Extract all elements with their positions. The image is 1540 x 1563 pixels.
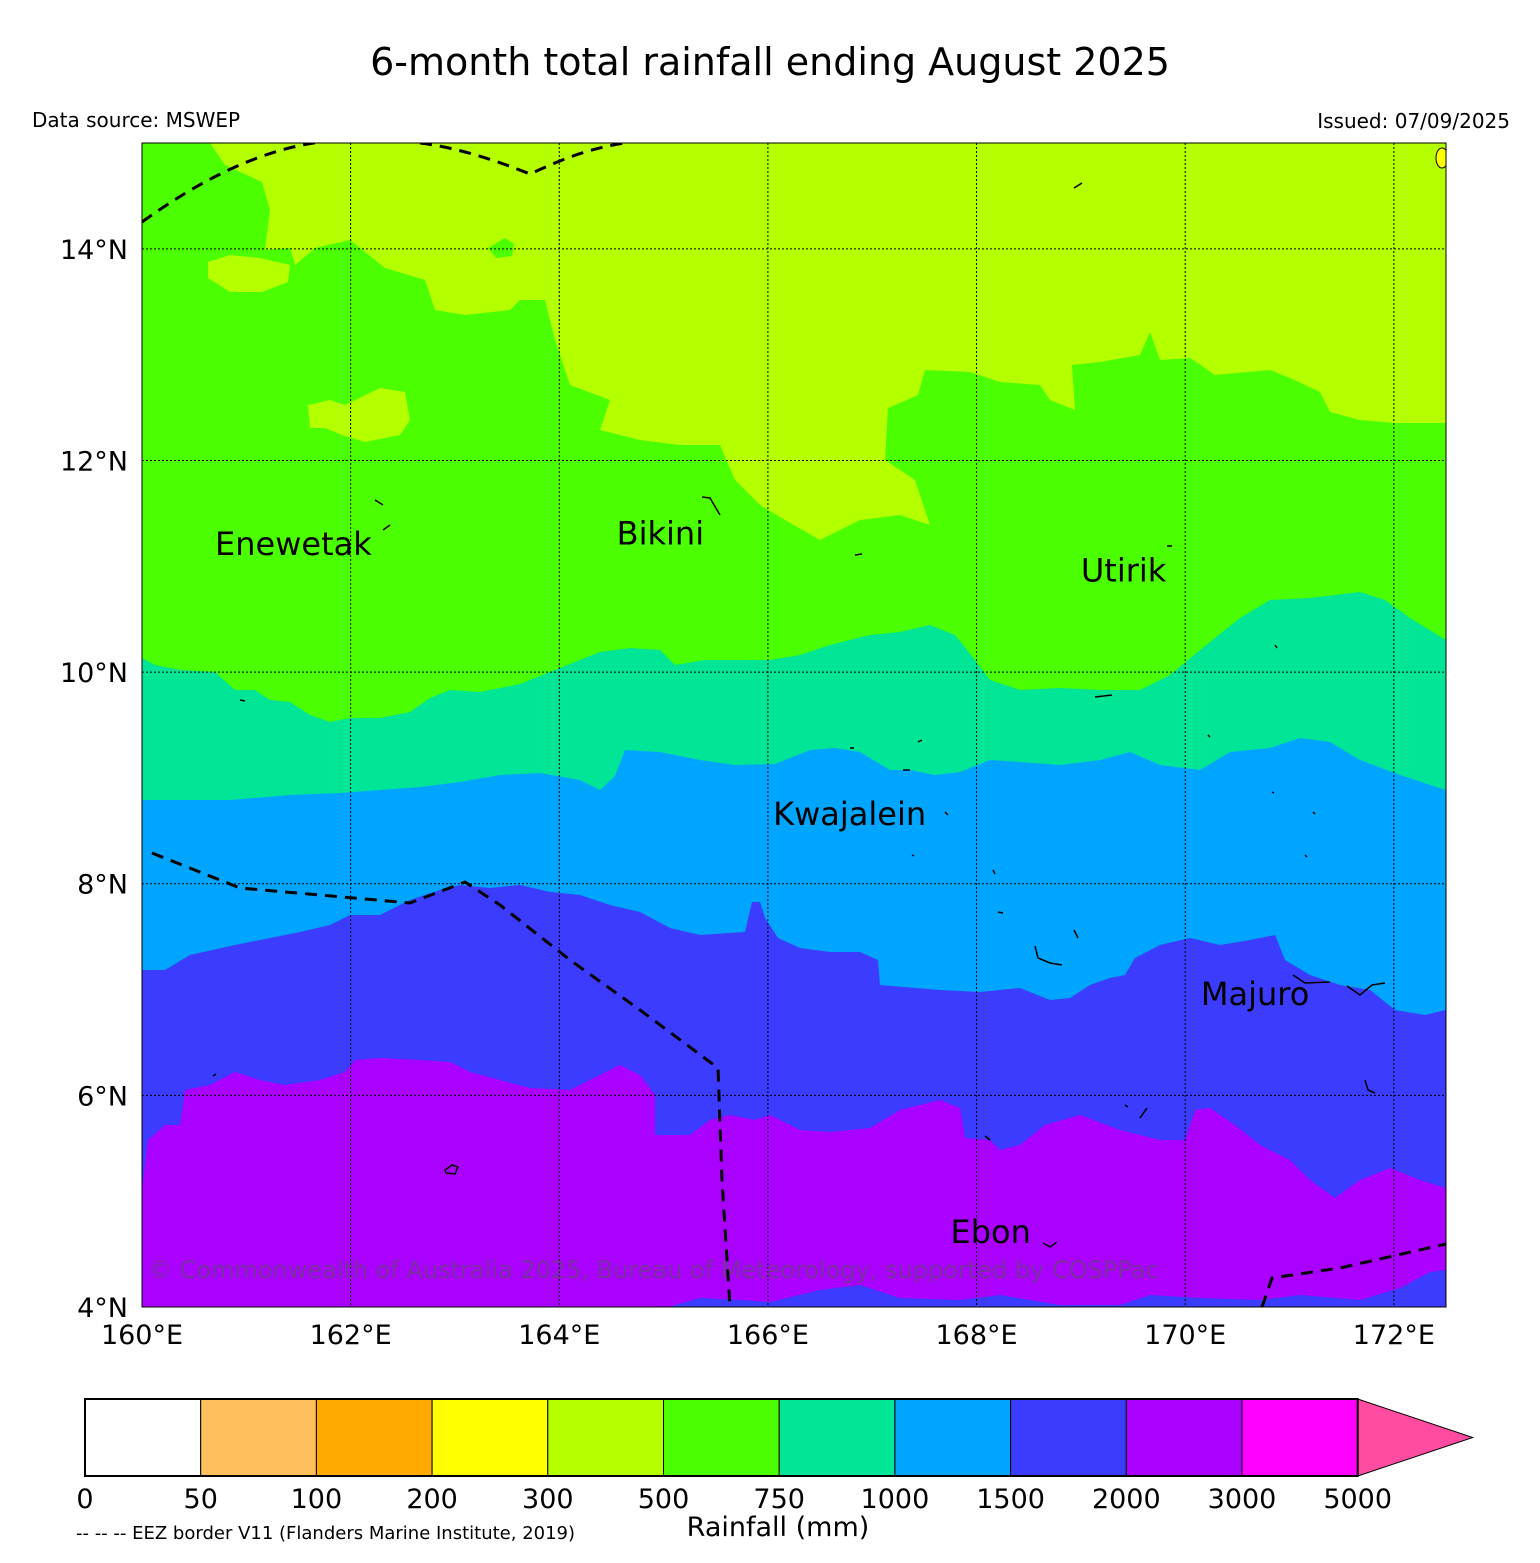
place-label-bikini: Bikini xyxy=(617,515,704,553)
lon-tick-label: 166°E xyxy=(727,1320,809,1351)
colorbar-tick-label: 500 xyxy=(638,1484,690,1515)
patch-300-500 xyxy=(308,388,410,442)
colorbar-box xyxy=(1125,1398,1243,1477)
patch-300-500 xyxy=(208,255,290,292)
colorbar-tick-label: 200 xyxy=(406,1484,458,1515)
lon-tick-label: 170°E xyxy=(1144,1320,1226,1351)
place-labels: Enewetak Bikini Utirik Kwajalein Majuro Ebon xyxy=(215,515,1309,1251)
lon-tick-label: 168°E xyxy=(936,1320,1018,1351)
colorbar-box xyxy=(894,1398,1012,1477)
colorbar-box xyxy=(1010,1398,1127,1477)
eez-borders xyxy=(142,143,1446,1307)
colorbar-tick-label: 750 xyxy=(753,1484,805,1515)
atolls xyxy=(212,182,1386,1248)
patch-200-300 xyxy=(1435,147,1446,169)
eez-border-north xyxy=(142,143,626,224)
lat-tick-label: 8°N xyxy=(77,870,128,901)
lat-tick-label: 6°N xyxy=(77,1081,128,1112)
rainfall-map[interactable]: 160°E 162°E 164°E 166°E 168°E 170°E 172°E 4°N 6… xyxy=(0,0,1540,1400)
band-1500-2000 xyxy=(668,1270,1446,1307)
lat-tick-label: 4°N xyxy=(77,1293,128,1324)
colorbar-overflow-arrow xyxy=(1357,1398,1475,1477)
colorbar-box xyxy=(200,1398,317,1477)
colorbar-box xyxy=(84,1398,202,1477)
colorbar-tick-label: 300 xyxy=(522,1484,574,1515)
colorbar-box xyxy=(315,1398,433,1477)
patch-300-500 xyxy=(488,238,514,258)
lat-tick-label: 14°N xyxy=(60,235,128,266)
colorbar-frame xyxy=(84,1398,1359,1477)
gridlines xyxy=(142,143,1446,1307)
lon-tick-label: 160°E xyxy=(101,1320,183,1351)
place-label-kwajalein: Kwajalein xyxy=(773,795,926,833)
colorbar-label: Rainfall (mm) xyxy=(686,1512,870,1543)
copyright-notice: © Commonwealth of Australia 2025, Bureau… xyxy=(148,1256,1159,1284)
colorbar-tick-label: 5000 xyxy=(1323,1484,1392,1515)
chart-title: 6-month total rainfall ending August 202… xyxy=(370,40,1170,84)
band-2000-3000 xyxy=(142,1058,1446,1307)
colorbar-tick-label: 1000 xyxy=(861,1484,930,1515)
data-source: Data source: MSWEP xyxy=(32,108,241,132)
colorbar-box xyxy=(778,1398,896,1477)
place-label-enewetak: Enewetak xyxy=(215,525,372,563)
place-label-majuro: Majuro xyxy=(1201,975,1309,1013)
colorbar-box xyxy=(1241,1398,1359,1477)
lon-tick-label: 164°E xyxy=(518,1320,600,1351)
colorbar-tick-label: 100 xyxy=(291,1484,343,1515)
lon-tick-label: 172°E xyxy=(1353,1320,1435,1351)
lon-tick-label: 162°E xyxy=(310,1320,392,1351)
latitude-labels: 4°N 6°N 8°N 10°N 12°N 14°N xyxy=(60,235,128,1324)
colorbar-box xyxy=(431,1398,549,1477)
map-frame xyxy=(141,142,1447,1308)
colorbar-tick-label: 1500 xyxy=(976,1484,1045,1515)
colorbar-boxes xyxy=(84,1398,1475,1477)
colorbar-tick-labels: 0 50 100 200 300 500 750 1000 1500 2000 3000 5000 xyxy=(76,1484,1392,1515)
colorbar-box xyxy=(663,1398,780,1477)
rainfall-contours xyxy=(142,143,1446,1307)
colorbar-tick-label: 3000 xyxy=(1208,1484,1277,1515)
colorbar-box xyxy=(547,1398,664,1477)
eez-border-south xyxy=(1260,1242,1446,1307)
place-label-utirik: Utirik xyxy=(1081,552,1167,590)
eez-border-note: -- -- -- EEZ border V11 (Flanders Marine… xyxy=(76,1523,576,1544)
colorbar-tick-label: 2000 xyxy=(1092,1484,1161,1515)
colorbar-tick-label: 0 xyxy=(76,1484,93,1515)
lat-tick-label: 10°N xyxy=(60,658,128,689)
longitude-labels: 160°E 162°E 164°E 166°E 168°E 170°E 172°E xyxy=(101,1320,1435,1351)
colorbar-tick-label: 50 xyxy=(184,1484,218,1515)
eez-border-west xyxy=(151,851,732,1307)
place-label-ebon: Ebon xyxy=(950,1213,1030,1251)
lat-tick-label: 12°N xyxy=(60,446,128,477)
issued-date: Issued: 07/09/2025 xyxy=(1317,109,1510,133)
